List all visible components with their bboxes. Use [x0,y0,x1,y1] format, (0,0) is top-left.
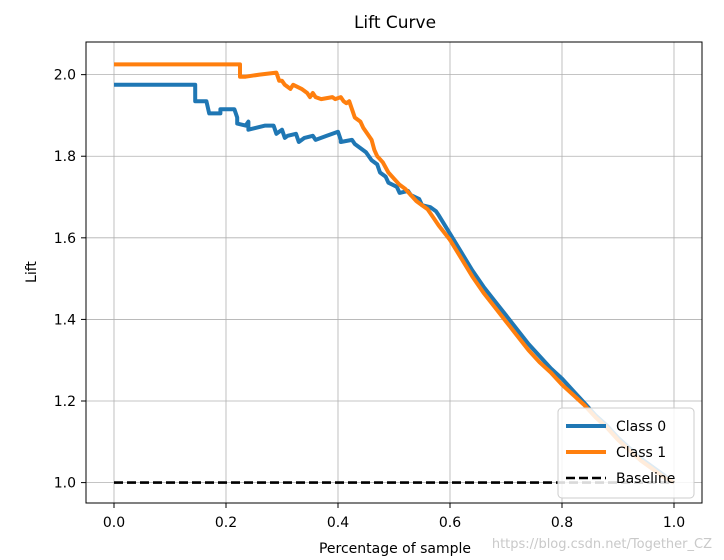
axis-ticks: 0.0 0.2 0.4 0.6 0.8 1.0 1.0 1.2 1.4 1.6 1.8 2.0 [54,68,685,531]
y-tick-label: 1.6 [54,231,76,247]
x-tick-label: 0.6 [439,515,461,531]
legend-label: Baseline [616,471,675,487]
x-tick-label: 0.0 [103,515,125,531]
watermark: https://blog.csdn.net/Together_CZ [491,537,712,552]
legend-label: Class 1 [616,445,666,461]
series-layer [114,62,676,485]
chart-title: Lift Curve [354,13,436,33]
x-tick-label: 1.0 [663,515,685,531]
x-tick-label: 0.2 [215,515,237,531]
gridlines [86,42,702,503]
series-line-class-0 [114,82,676,485]
x-tick-label: 0.4 [327,515,349,531]
x-axis-label: Percentage of sample [319,541,471,557]
legend-box [557,407,695,499]
legend: Class 0 Class 1 Baseline [557,407,695,499]
y-tick-label: 1.2 [54,394,76,410]
y-tick-label: 1.8 [54,149,76,165]
x-tick-label: 0.8 [551,515,573,531]
y-tick-label: 1.4 [54,312,76,328]
y-axis-label: Lift [24,261,40,283]
plot-frame [85,41,703,504]
y-tick-label: 1.0 [54,476,76,492]
legend-label: Class 0 [616,419,666,435]
y-tick-label: 2.0 [54,68,76,84]
series-line-class-1 [114,62,675,485]
